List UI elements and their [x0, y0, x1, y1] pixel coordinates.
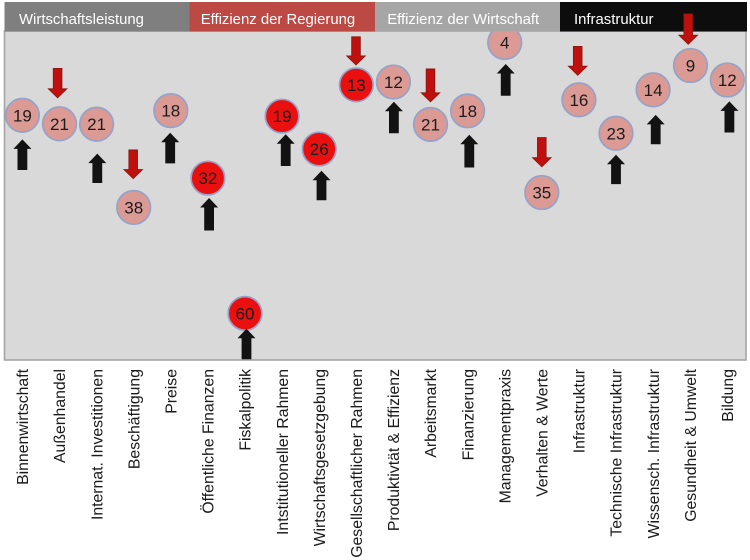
svg-text:Managementpraxis: Managementpraxis	[497, 369, 514, 503]
svg-text:Wissensch. Infrastruktur: Wissensch. Infrastruktur	[646, 369, 663, 538]
svg-text:Fiskalpolitik: Fiskalpolitik	[238, 369, 255, 451]
svg-text:4: 4	[500, 34, 509, 53]
svg-text:Verhalten & Werte: Verhalten & Werte	[535, 369, 552, 497]
svg-text:Wirtschaftsgesetzgebung: Wirtschaftsgesetzgebung	[312, 369, 329, 546]
svg-text:38: 38	[124, 198, 143, 217]
svg-text:35: 35	[532, 184, 551, 203]
svg-text:19: 19	[13, 106, 32, 125]
svg-text:Intstitutioneller Rahmen: Intstitutioneller Rahmen	[275, 369, 292, 535]
svg-text:12: 12	[718, 71, 737, 90]
svg-text:Effizienz der Wirtschaft: Effizienz der Wirtschaft	[387, 12, 540, 28]
svg-text:Finanzierung: Finanzierung	[460, 369, 477, 460]
svg-text:Internat. Investitionen: Internat. Investitionen	[89, 369, 106, 520]
svg-text:Preise: Preise	[164, 369, 181, 414]
svg-text:Infrastruktur: Infrastruktur	[574, 12, 653, 28]
svg-text:Gesellschaftlicher Rahmen: Gesellschaftlicher Rahmen	[349, 369, 366, 558]
svg-text:21: 21	[50, 115, 69, 134]
svg-text:9: 9	[686, 57, 695, 76]
svg-text:26: 26	[310, 140, 329, 159]
svg-text:Produktivtät & Effizienz: Produktivtät & Effizienz	[386, 369, 403, 531]
svg-text:21: 21	[421, 115, 440, 134]
svg-text:12: 12	[384, 73, 403, 92]
svg-text:Beschäftigung: Beschäftigung	[126, 369, 143, 469]
svg-text:Technische Infrastruktur: Technische Infrastruktur	[609, 369, 626, 537]
svg-text:18: 18	[161, 102, 180, 121]
svg-text:Wirtschaftsleistung: Wirtschaftsleistung	[19, 12, 144, 28]
svg-text:19: 19	[273, 107, 292, 126]
svg-text:Infrastruktur: Infrastruktur	[572, 369, 589, 453]
svg-text:Öffentliche Finanzen: Öffentliche Finanzen	[200, 369, 218, 514]
svg-text:60: 60	[236, 304, 255, 323]
svg-text:13: 13	[347, 76, 366, 95]
svg-text:21: 21	[87, 115, 106, 134]
svg-text:14: 14	[644, 81, 663, 100]
svg-text:Gesundheit & Umwelt: Gesundheit & Umwelt	[683, 368, 700, 521]
svg-text:Binnenwirtschaft: Binnenwirtschaft	[15, 368, 32, 485]
svg-text:18: 18	[458, 102, 477, 121]
svg-text:Bildung: Bildung	[720, 369, 737, 422]
svg-text:Arbeitsmarkt: Arbeitsmarkt	[423, 368, 440, 457]
svg-text:Außenhandel: Außenhandel	[52, 369, 69, 463]
svg-text:32: 32	[198, 169, 217, 188]
svg-text:Effizienz der Regierung: Effizienz der Regierung	[201, 12, 356, 28]
svg-text:16: 16	[569, 91, 588, 110]
svg-text:23: 23	[607, 124, 626, 143]
